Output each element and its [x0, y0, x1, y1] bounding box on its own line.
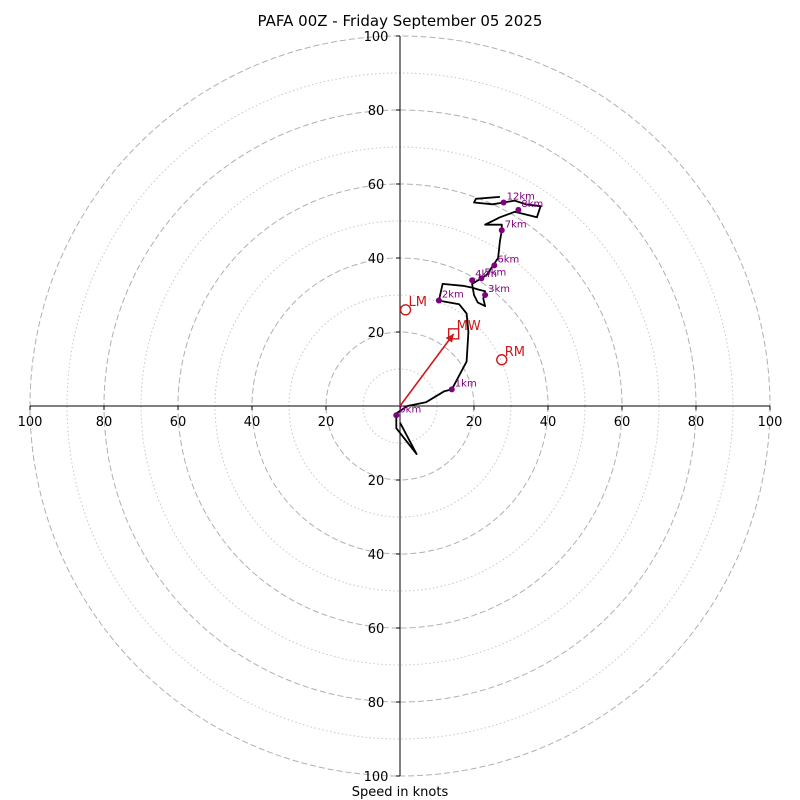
storm-motion-marker: RM	[496, 345, 525, 366]
x-tick-label: 20	[318, 415, 335, 430]
storm-motion: LM MW RM	[399, 295, 525, 407]
storm-motion-label: LM	[409, 295, 427, 310]
height-marker-label: 1km	[455, 378, 477, 389]
height-marker-label: 6km	[497, 254, 519, 265]
height-marker-label: 0km	[399, 404, 421, 415]
hodograph-trace	[395, 196, 542, 456]
height-marker-label: 12km	[507, 192, 535, 203]
x-tick-label: 80	[688, 415, 705, 430]
storm-motion-marker: LM	[399, 295, 427, 316]
height-marker-label: 7km	[505, 219, 527, 230]
storm-motion-label: RM	[505, 345, 525, 360]
height-marker-dot	[515, 206, 522, 213]
storm-motion-label: MW	[457, 319, 481, 334]
x-axis-label: Speed in knots	[352, 785, 449, 800]
height-marker: 1km	[448, 378, 477, 393]
height-marker-dot	[482, 292, 489, 298]
height-marker: 2km	[435, 290, 464, 304]
x-tick-label: 40	[244, 415, 261, 430]
height-marker-dot	[500, 199, 507, 206]
storm-motion-circle	[399, 304, 412, 316]
y-tick-label: 20	[368, 474, 385, 489]
height-marker-dot	[448, 386, 455, 393]
hodograph-line	[395, 196, 542, 456]
x-tick-label: 100	[758, 415, 783, 430]
storm-motion-marker: MW	[447, 319, 481, 340]
y-tick-label: 80	[368, 696, 385, 711]
storm-motion-circle	[496, 354, 508, 366]
height-marker-dot	[435, 297, 442, 304]
height-marker: 8km	[515, 199, 543, 213]
y-tick-label: 60	[368, 178, 385, 193]
x-tick-label: 80	[96, 415, 113, 430]
height-marker: 5km	[478, 267, 506, 282]
x-tick-label: 100	[18, 415, 43, 430]
x-tick-label: 40	[540, 415, 557, 430]
x-tick-label: 20	[466, 415, 483, 430]
height-marker-dot	[469, 277, 476, 284]
y-tick-label: 80	[368, 104, 385, 119]
height-marker: 4km	[469, 269, 497, 284]
height-marker: 7km	[498, 219, 527, 234]
y-tick-label: 20	[368, 326, 385, 341]
y-tick-label: 40	[368, 548, 385, 563]
height-marker-label: 3km	[488, 284, 510, 295]
height-marker-label: 2km	[442, 290, 464, 301]
chart-title: PAFA 00Z - Friday September 05 2025	[258, 12, 543, 30]
y-tick-label: 100	[364, 30, 389, 45]
y-tick-label: 60	[368, 622, 385, 637]
height-marker-label: 4km	[475, 269, 497, 280]
tick-labels: 100 100 80 80 60 60 40 40 20 20 20 20 40 40 60 60 80 80 10…	[18, 30, 783, 785]
height-marker: 0km	[393, 404, 421, 419]
x-tick-label: 60	[614, 415, 631, 430]
height-marker: 12km	[500, 192, 535, 206]
height-marker-dot	[478, 275, 485, 282]
height-marker-label: 5km	[484, 267, 506, 278]
height-marker: 3km	[482, 284, 510, 298]
storm-motion-square	[447, 328, 460, 340]
height-marker-dot	[491, 262, 498, 269]
mean-wind-arrow	[399, 333, 455, 407]
y-tick-label: 40	[368, 252, 385, 267]
x-tick-label: 60	[170, 415, 187, 430]
y-tick-label: 100	[364, 770, 389, 785]
height-marker: 6km	[491, 254, 519, 269]
height-marker-label: 8km	[521, 199, 543, 210]
height-marker-dot	[393, 412, 400, 419]
height-marker-dot	[498, 227, 505, 234]
